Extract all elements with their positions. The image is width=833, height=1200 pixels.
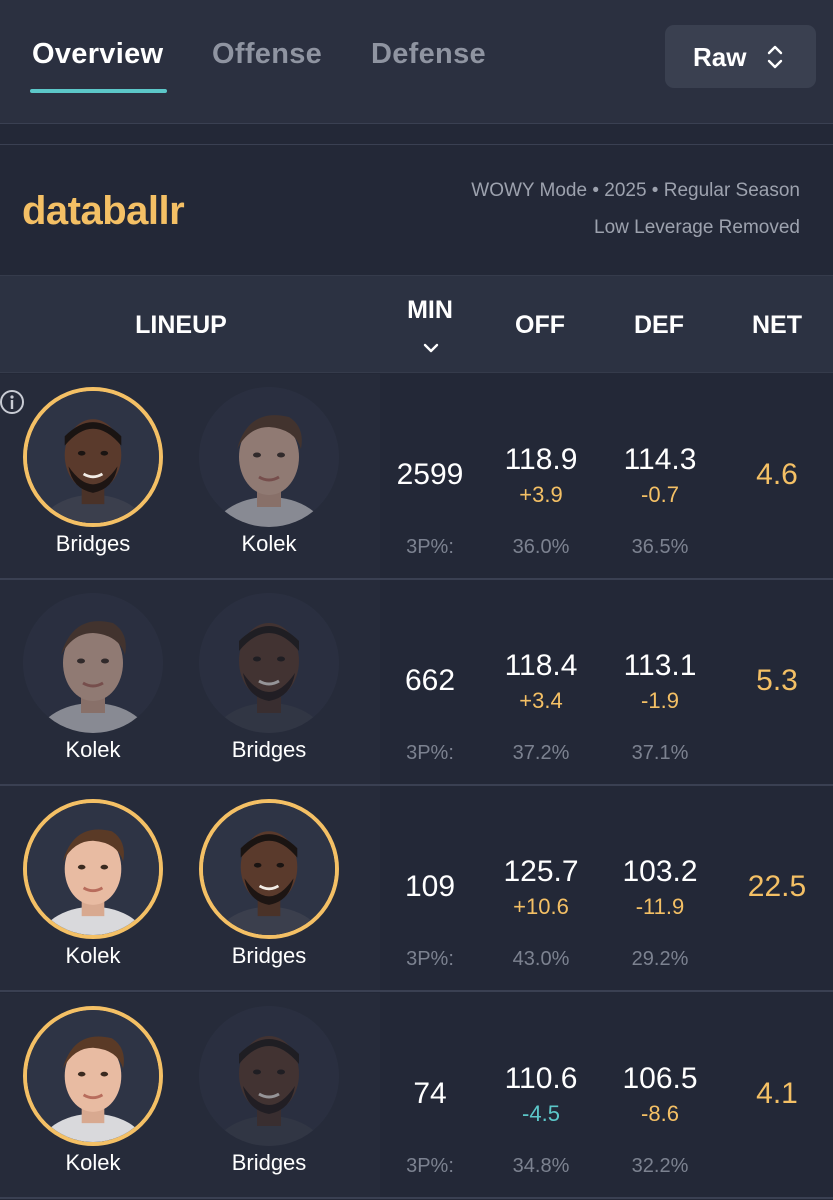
player-name: Kolek [241,531,297,556]
player-name: Bridges [55,531,131,556]
player-kolek[interactable]: Kolek [18,1006,168,1176]
def-rating: 103.2 [622,855,698,888]
lineup-cell: Bridges Kolek [0,374,380,578]
mode-meta-line: WOWY Mode • 2025 • Regular Season [471,180,800,201]
databallr-logo: databallr [22,189,185,233]
avatar [199,1006,339,1146]
def-rating: 113.1 [623,649,697,682]
off-delta: +3.4 [519,688,563,713]
stats-cell: 109 125.7 +10.6 103.2 -11.9 22.5 3P%: 43.0% 29.2… [380,786,833,990]
minutes-value: 109 [404,870,456,903]
player-name: Kolek [65,943,121,968]
def-rating: 114.3 [623,443,697,476]
tab-overview[interactable]: Overview [32,38,164,70]
minutes-value: 662 [404,664,456,697]
player-name: Bridges [231,943,307,968]
def-threept: 36.5% [631,536,689,558]
stats-cell: 74 110.6 -4.5 106.5 -8.6 4.1 3P%: 34.8% 32.2% [380,993,833,1197]
player-kolek[interactable]: Kolek [18,799,168,969]
header-net[interactable]: NET [752,311,802,339]
table-row[interactable]: Kolek Bridges 109 125.7 +10.6 103.2 -11.9 22.5 3… [0,786,833,992]
off-rating: 118.9 [504,443,578,476]
table-row[interactable]: Kolek Bridges 74 110.6 -4.5 106.5 -8.6 4.1 3P%: 3… [0,993,833,1199]
chevron-updown-icon [767,45,783,69]
off-delta: +3.9 [519,482,563,507]
player-name: Bridges [231,737,307,762]
off-rating: 118.4 [504,649,578,682]
def-delta: -8.6 [641,1101,679,1126]
header-min[interactable]: MIN [407,296,453,324]
avatar [199,387,339,527]
minutes-value: 74 [413,1077,447,1110]
mode-select[interactable]: Raw [665,25,816,88]
sort-down-icon[interactable] [423,343,439,353]
avatar [23,1006,163,1146]
tab-offense[interactable]: Offense [212,38,323,70]
threept-label: 3P%: [406,536,454,558]
player-bridges[interactable]: Bridges [194,593,344,763]
info-icon[interactable] [0,390,26,416]
def-delta: -0.7 [641,482,679,507]
avatar [23,387,163,527]
def-threept: 29.2% [631,948,689,970]
header-lineup[interactable]: LINEUP [135,311,227,339]
player-bridges[interactable]: Bridges [18,387,168,557]
tab-defense[interactable]: Defense [371,38,486,70]
table-row[interactable]: Kolek Bridges 662 118.4 +3.4 113.1 -1.9 5.3 3P%:… [0,580,833,786]
threept-label: 3P%: [406,742,454,764]
off-threept: 34.8% [512,1155,570,1177]
threept-label: 3P%: [406,948,454,970]
avatar [199,593,339,733]
off-delta: -4.5 [522,1101,560,1126]
header-off[interactable]: OFF [515,311,565,339]
off-rating: 110.6 [504,1062,578,1095]
table-header: LINEUP MIN OFF DEF NET [0,275,833,373]
net-rating: 5.3 [756,664,798,697]
stats-cell: 2599 118.9 +3.9 114.3 -0.7 4.6 3P%: 36.0% 36.5% [380,374,833,578]
filter-meta-line: Low Leverage Removed [594,217,800,238]
player-kolek[interactable]: Kolek [18,593,168,763]
net-rating: 4.1 [756,1077,798,1110]
def-delta: -11.9 [635,894,685,919]
top-tab-bar: Overview Offense Defense Raw [0,0,833,124]
player-bridges[interactable]: Bridges [194,799,344,969]
def-rating: 106.5 [622,1062,698,1095]
player-kolek[interactable]: Kolek [194,387,344,557]
net-rating: 22.5 [747,870,807,903]
off-delta: +10.6 [513,894,569,919]
avatar [199,799,339,939]
spacer [0,124,833,144]
off-threept: 37.2% [512,742,570,764]
active-tab-indicator [30,89,167,93]
player-name: Bridges [231,1150,307,1175]
off-threept: 43.0% [512,948,570,970]
lineup-cell: Kolek Bridges [0,786,380,990]
minutes-value: 2599 [396,458,464,491]
off-rating: 125.7 [503,855,579,888]
stats-cell: 662 118.4 +3.4 113.1 -1.9 5.3 3P%: 37.2% 37.1% [380,580,833,784]
header-def[interactable]: DEF [634,311,684,339]
net-rating: 4.6 [756,458,798,491]
player-name: Kolek [65,737,121,762]
threept-label: 3P%: [406,1155,454,1177]
avatar [23,593,163,733]
player-name: Kolek [65,1150,121,1175]
off-threept: 36.0% [512,536,570,558]
lineup-card: databallr WOWY Mode • 2025 • Regular Sea… [0,144,833,1200]
def-threept: 32.2% [631,1155,689,1177]
avatar [23,799,163,939]
lineup-cell: Kolek Bridges [0,993,380,1197]
player-bridges[interactable]: Bridges [194,1006,344,1176]
def-threept: 37.1% [631,742,689,764]
mode-select-value: Raw [693,42,747,72]
lineup-cell: Kolek Bridges [0,580,380,784]
table-row[interactable]: Bridges Kolek 2599 118.9 +3.9 114.3 -0.7 4.6 3P%… [0,374,833,580]
def-delta: -1.9 [641,688,679,713]
